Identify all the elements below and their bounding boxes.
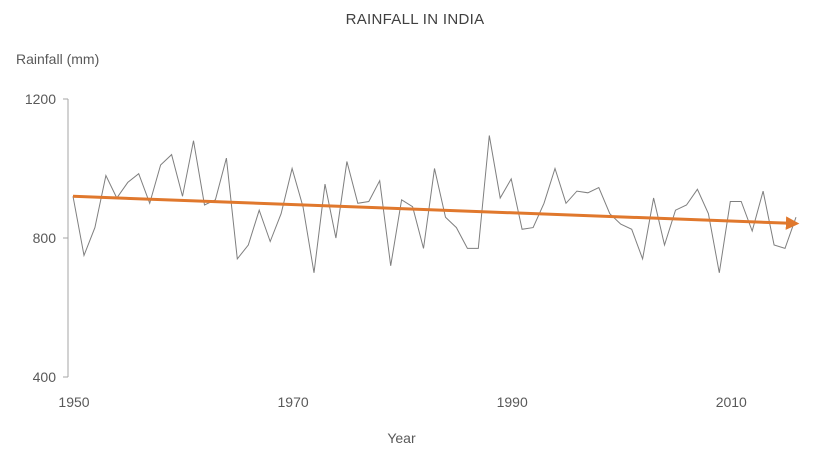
chart-title: RAINFALL IN INDIA [345, 11, 485, 28]
y-tick-label: 800 [33, 230, 57, 246]
y-axis-label: Rainfall (mm) [16, 51, 100, 67]
y-tick-label: 1200 [25, 91, 56, 107]
rainfall-series-line [72, 135, 797, 273]
x-tick-label: 1950 [58, 394, 89, 410]
x-tick-label: 2010 [716, 394, 747, 410]
x-axis-label: Year [387, 430, 416, 446]
x-tick-label: 1990 [497, 394, 528, 410]
trendline [72, 194, 800, 230]
x-tick-label: 1970 [278, 394, 309, 410]
y-tick-label: 400 [33, 369, 57, 385]
